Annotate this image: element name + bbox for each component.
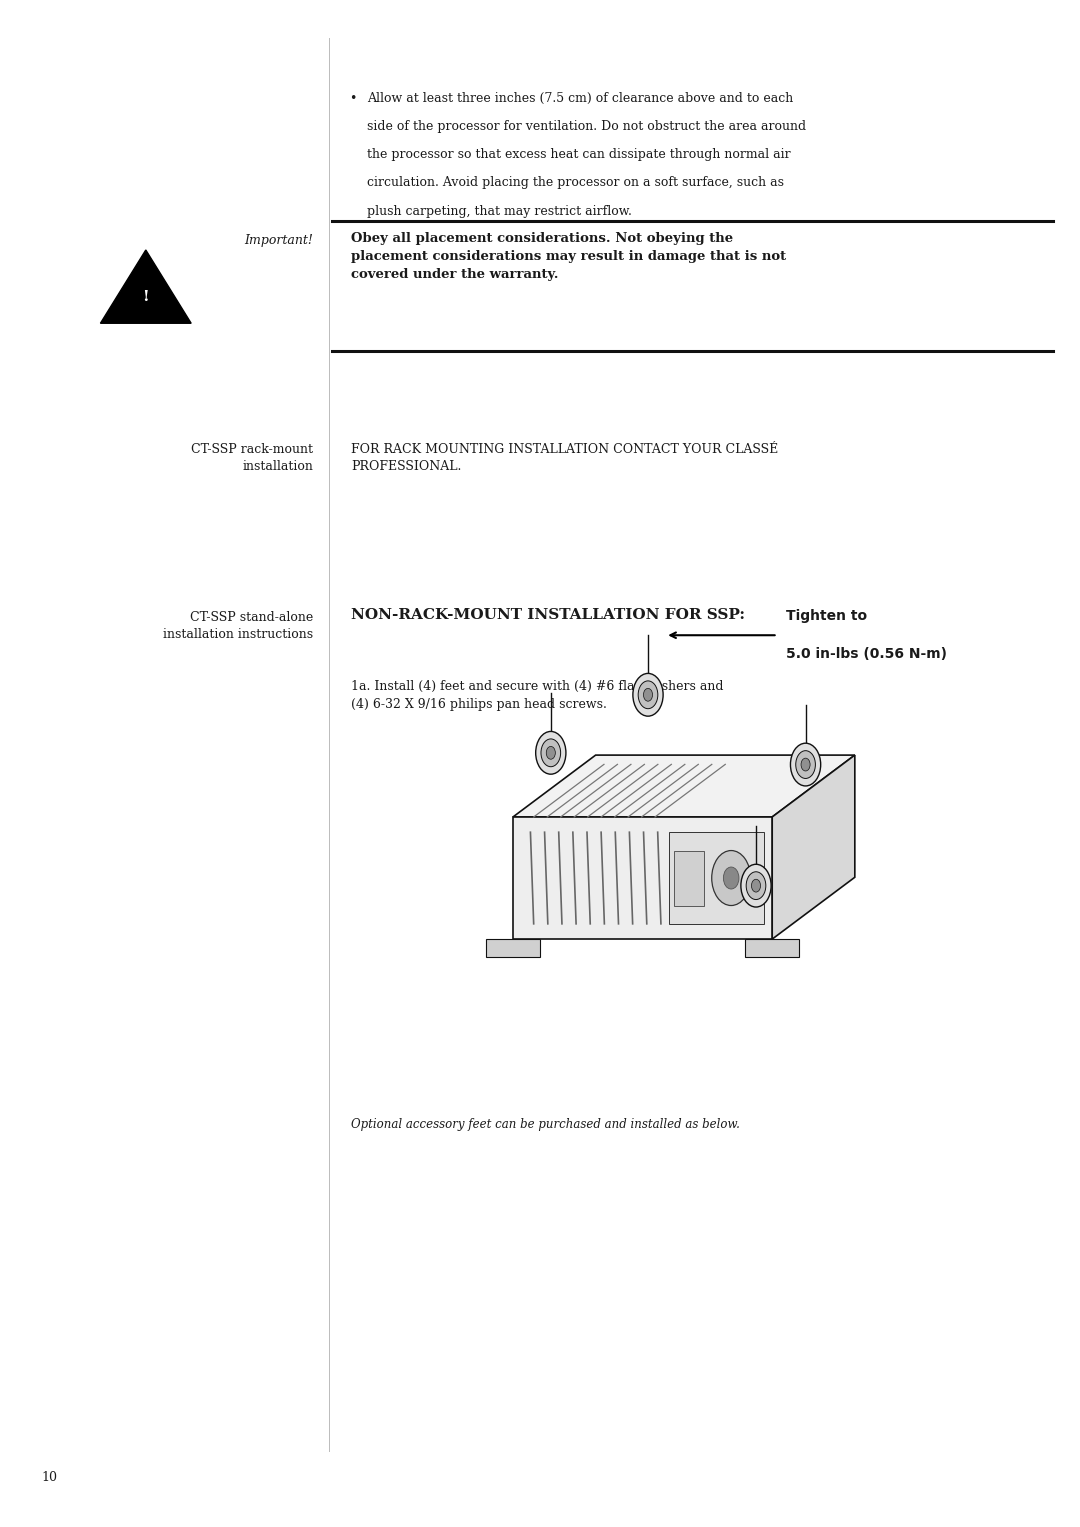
- Text: circulation. Avoid placing the processor on a soft surface, such as: circulation. Avoid placing the processor…: [367, 177, 784, 189]
- Circle shape: [712, 851, 751, 906]
- Text: •: •: [349, 92, 356, 105]
- Circle shape: [724, 867, 739, 889]
- Text: 5.0 in-lbs (0.56 N-m): 5.0 in-lbs (0.56 N-m): [786, 647, 947, 661]
- Polygon shape: [486, 939, 540, 957]
- Circle shape: [644, 689, 652, 701]
- Text: Obey all placement considerations. Not obeying the
placement considerations may : Obey all placement considerations. Not o…: [351, 232, 786, 281]
- Circle shape: [638, 681, 658, 709]
- Polygon shape: [100, 250, 191, 324]
- Text: Optional accessory feet can be purchased and installed as below.: Optional accessory feet can be purchased…: [351, 1118, 740, 1132]
- Text: Important!: Important!: [244, 234, 313, 247]
- Circle shape: [546, 747, 555, 759]
- Circle shape: [796, 751, 815, 779]
- Text: NON-RACK-MOUNT INSTALLATION FOR SSP:: NON-RACK-MOUNT INSTALLATION FOR SSP:: [351, 608, 745, 621]
- Circle shape: [541, 739, 561, 767]
- Text: plush carpeting, that may restrict airflow.: plush carpeting, that may restrict airfl…: [367, 205, 632, 218]
- Text: side of the processor for ventilation. Do not obstruct the area around: side of the processor for ventilation. D…: [367, 121, 807, 133]
- Polygon shape: [745, 939, 799, 957]
- Text: !: !: [143, 290, 149, 304]
- Text: CT-SSP rack-mount
installation: CT-SSP rack-mount installation: [191, 443, 313, 473]
- Polygon shape: [772, 756, 855, 939]
- Polygon shape: [674, 851, 704, 906]
- Circle shape: [791, 744, 821, 786]
- Circle shape: [752, 880, 760, 892]
- Polygon shape: [513, 817, 772, 939]
- Text: 10: 10: [41, 1471, 57, 1484]
- Text: Allow at least three inches (7.5 cm) of clearance above and to each: Allow at least three inches (7.5 cm) of …: [367, 92, 794, 105]
- Circle shape: [746, 872, 766, 899]
- Text: Tighten to: Tighten to: [786, 609, 867, 623]
- Polygon shape: [669, 832, 764, 924]
- Circle shape: [801, 757, 810, 771]
- Circle shape: [633, 673, 663, 716]
- Polygon shape: [513, 756, 855, 817]
- Text: the processor so that excess heat can dissipate through normal air: the processor so that excess heat can di…: [367, 148, 791, 162]
- Text: FOR RACK MOUNTING INSTALLATION CONTACT YOUR CLASSÉ
PROFESSIONAL.: FOR RACK MOUNTING INSTALLATION CONTACT Y…: [351, 443, 779, 473]
- Circle shape: [536, 731, 566, 774]
- Text: CT-SSP stand-alone
installation instructions: CT-SSP stand-alone installation instruct…: [163, 611, 313, 641]
- Circle shape: [741, 864, 771, 907]
- Text: 1a. Install (4) feet and secure with (4) #6 flat washers and
(4) 6-32 X 9/16 phi: 1a. Install (4) feet and secure with (4)…: [351, 680, 724, 710]
